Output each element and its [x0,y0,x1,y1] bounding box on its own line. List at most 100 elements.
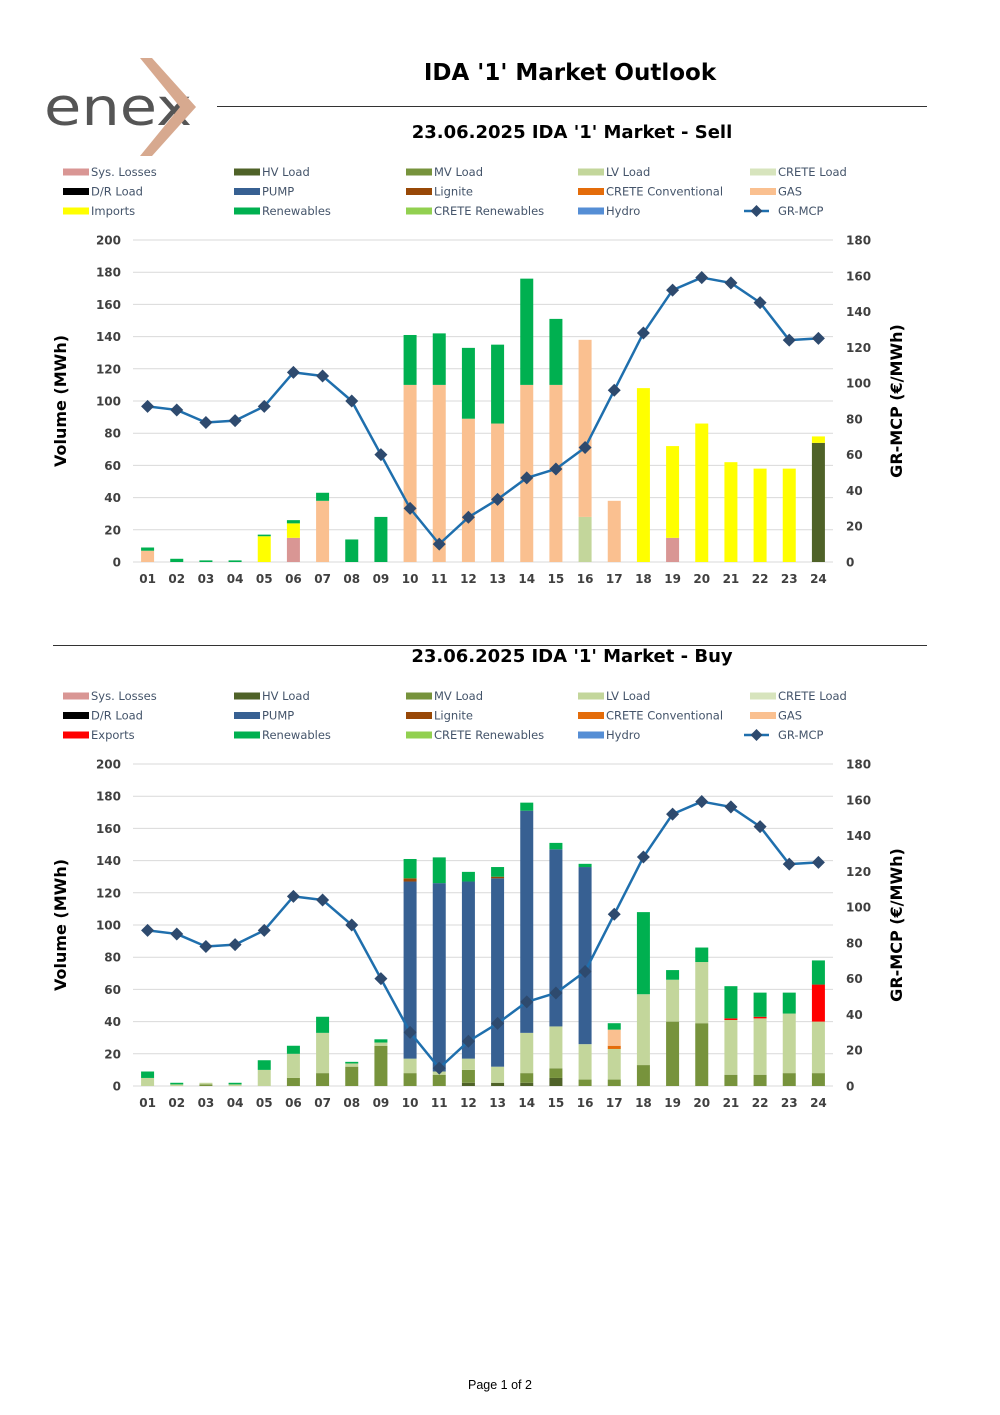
y-tick-label: 100 [96,395,121,409]
legend-swatch [578,188,604,195]
bar-renewables-17 [607,1023,621,1030]
legend-item-exports: Exports [63,728,135,742]
bar-pump-10 [403,881,417,1059]
y-tick-label: 140 [96,854,121,868]
bar-renewables-06 [286,520,300,524]
mcp-marker-10 [403,501,417,515]
legend-label: PUMP [262,709,294,723]
y2-tick-label: 120 [846,865,871,879]
bar-renewables-15 [549,318,563,385]
mcp-marker-07 [316,893,330,907]
legend-swatch [63,207,89,215]
legend-item-hv-load: HV Load [234,689,310,703]
y2-tick-label: 100 [846,901,871,915]
mcp-line [147,800,819,1070]
enex-logo: enex [44,58,196,156]
bar-mv-load-21 [724,1074,738,1086]
bar-gas-17 [607,500,621,562]
x-tick-label: 15 [548,1096,565,1110]
legend-item-gr-mcp: GR-MCP [744,728,824,742]
x-tick-label: 12 [460,1096,477,1110]
legend-swatch [750,188,776,195]
x-tick-label: 09 [373,1096,390,1110]
x-tick-label: 06 [285,572,302,586]
legend-label: PUMP [262,185,294,199]
bar-gas-11 [432,384,446,562]
legend-swatch [750,712,776,719]
x-tick-label: 05 [256,1096,273,1110]
bar-lv-load-21 [724,1019,738,1075]
bar-gas-17 [607,1029,621,1046]
y-tick-label: 160 [96,822,121,836]
bar-hv-load-12 [461,1082,475,1086]
bar-renewables-02 [170,1082,184,1085]
bar-hv-load-15 [549,1077,563,1086]
bar-lv-load-19 [666,979,680,1022]
legend-label: Exports [91,728,135,742]
legend-label: Imports [91,204,135,218]
bar-renewables-04 [228,560,242,562]
mcp-marker-11 [432,1061,446,1075]
mcp-marker-06 [286,365,300,379]
y-tick-label: 40 [104,491,121,505]
legend-swatch [63,168,89,176]
legend-item-mv-load: MV Load [406,165,483,179]
legend-item-pump: PUMP [234,709,294,723]
x-tick-label: 08 [343,572,360,586]
y2-tick-label: 60 [846,972,863,986]
mcp-marker-08 [345,918,359,932]
legend-item-lignite: Lignite [406,709,473,723]
x-tick-label: 07 [314,1096,331,1110]
legend-item-mv-load: MV Load [406,689,483,703]
bar-renewables-24 [811,960,825,985]
legend-label: D/R Load [91,709,143,723]
legend-label: HV Load [262,165,310,179]
y2-axis-title: GR-MCP (€/MWh) [887,324,906,478]
x-tick-label: 01 [139,572,156,586]
mcp-marker-24 [811,855,825,869]
bar-imports-24 [811,436,825,443]
x-tick-label: 03 [198,572,215,586]
x-tick-label: 20 [693,1096,710,1110]
legend-swatch [750,168,776,176]
bar-mv-load-19 [666,1021,680,1086]
bar-pump-16 [578,867,592,1045]
bar-lv-load-14 [520,1032,534,1074]
bar-lv-load-16 [578,1044,592,1080]
bar-imports-23 [782,468,796,562]
legend-item-crete-load: CRETE Load [750,165,847,179]
legend-label: Lignite [434,709,473,723]
legend-item-gr-mcp: GR-MCP [744,204,824,218]
x-tick-label: 24 [810,572,827,586]
y2-tick-label: 100 [846,377,871,391]
y2-tick-label: 20 [846,520,863,534]
x-tick-label: 18 [635,1096,652,1110]
y-axis-title: Volume (MWh) [51,859,70,991]
legend-item-d-r-load: D/R Load [63,185,143,199]
bar-lv-load-05 [257,1069,271,1086]
legend-item-crete-renewables: CRETE Renewables [406,204,544,218]
y2-tick-label: 140 [846,305,871,319]
x-tick-label: 13 [489,572,506,586]
bar-lv-load-20 [695,962,709,1024]
bar-renewables-12 [461,871,475,882]
bar-hv-load-13 [491,1082,505,1086]
y-tick-label: 40 [104,1015,121,1029]
y2-tick-label: 0 [846,556,854,570]
legend-item-crete-conventional: CRETE Conventional [578,185,723,199]
mcp-marker-20 [695,795,709,809]
legend-item-pump: PUMP [234,185,294,199]
y-tick-label: 20 [104,1047,121,1061]
legend-label: LV Load [606,165,650,179]
mcp-marker-02 [170,927,184,941]
bar-pump-14 [520,810,534,1033]
logo-accent-shape [140,58,196,156]
legend-marker-swatch [750,729,763,741]
bar-imports-20 [695,423,709,562]
buy-chart: 23.06.2025 IDA '1' Market - Buy Sys. Loss… [0,642,1000,1122]
bar-mv-load-17 [607,1079,621,1086]
legend-label: CRETE Load [778,165,847,179]
x-tick-label: 14 [518,1096,535,1110]
x-tick-label: 08 [343,1096,360,1110]
y-tick-label: 120 [96,886,121,900]
